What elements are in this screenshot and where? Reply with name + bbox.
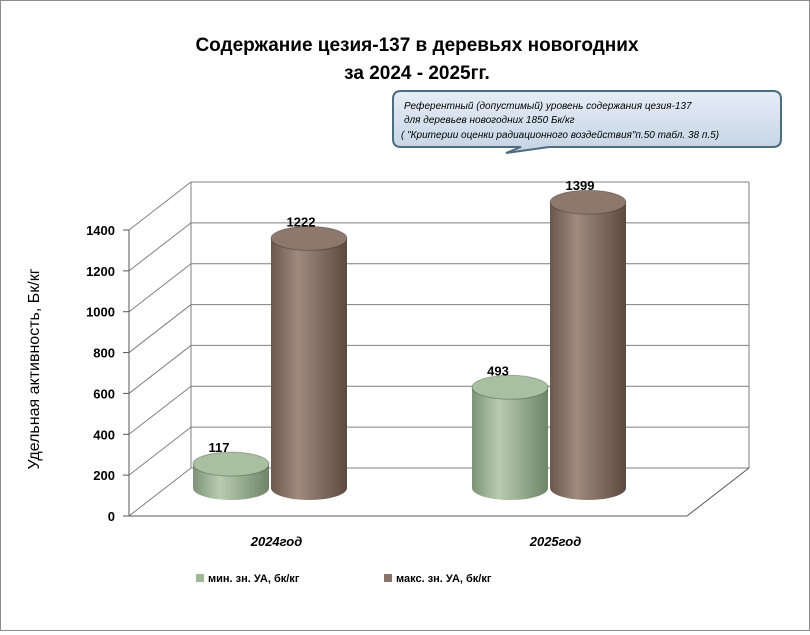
callout-line-1: Референтный (допустимый) уровень содержа… (404, 100, 692, 112)
side-gridline (128, 222, 192, 272)
side-gridline (128, 263, 192, 313)
data-label: 1399 (566, 178, 595, 193)
y-tick-label: 1400 (86, 223, 115, 238)
side-gridline (128, 467, 192, 517)
side-gridline (128, 304, 192, 353)
y-tick-label: 800 (93, 346, 115, 361)
floor-right-edge (686, 467, 750, 517)
reference-level-callout: Референтный (допустимый) уровень содержа… (392, 90, 782, 154)
y-axis-label: Удельная активность, Бк/кг (26, 268, 43, 469)
bar-max (271, 238, 347, 500)
bar-top (471, 374, 549, 400)
bar-top (270, 225, 348, 251)
side-gridline (128, 385, 192, 435)
y-tick-label: 600 (93, 386, 115, 401)
bar-min (472, 387, 548, 500)
legend-label-max: макс. зн. УА, бк/кг (396, 573, 492, 585)
callout-bubble (392, 90, 782, 154)
side-gridline (128, 345, 192, 394)
bar-top (192, 451, 270, 477)
bar-max (550, 202, 626, 500)
side-gridline (128, 426, 192, 476)
chart-title-line-1: Содержание цезия-137 в деревьях новогодн… (195, 35, 639, 56)
data-label: 117 (209, 440, 230, 455)
legend-swatch-min (196, 574, 204, 582)
y-tick-label: 200 (93, 468, 115, 483)
y-tick-label: 0 (108, 509, 115, 524)
callout-line-3: ( "Критерии оценки радиационного воздейс… (401, 129, 719, 141)
chart-title-line-2: за 2024 - 2025гг. (344, 63, 490, 84)
x-tick-label: 2025год (529, 534, 582, 549)
plot-area: 0 200 400 600 800 1000 1200 1400 2024год 2025год 1… (86, 178, 750, 549)
legend-swatch-max (384, 574, 392, 582)
side-gridline (128, 181, 192, 231)
x-tick-label: 2024год (250, 534, 303, 549)
bar-top (549, 189, 627, 215)
y-tick-label: 400 (93, 427, 115, 442)
y-tick-label: 1000 (86, 305, 115, 320)
legend: мин. зн. УА, бк/кг макс. зн. УА, бк/кг (196, 573, 492, 585)
y-tick-label: 1200 (86, 264, 115, 279)
data-label: 1222 (287, 214, 316, 229)
data-label: 493 (487, 363, 509, 378)
callout-line-2: для деревьев новогодних 1850 Бк/кг (404, 115, 575, 126)
legend-label-min: мин. зн. УА, бк/кг (208, 573, 300, 585)
